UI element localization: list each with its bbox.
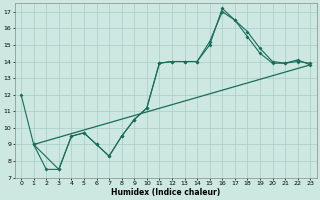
X-axis label: Humidex (Indice chaleur): Humidex (Indice chaleur)	[111, 188, 220, 197]
